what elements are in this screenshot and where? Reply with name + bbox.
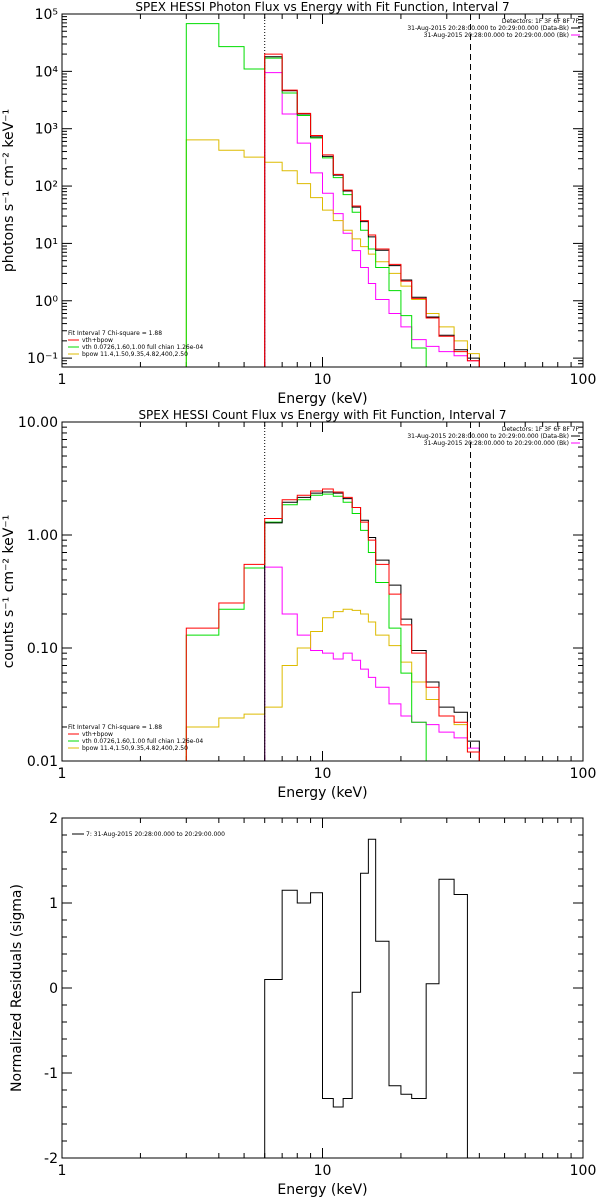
chart-panel-3: 1 10 100 -2 -1 0 1 2 Energy (keV) Normalized Resi… <box>9 811 596 1198</box>
x-tick-label: 1 <box>58 1163 67 1179</box>
y-axis-ticks <box>62 817 583 1159</box>
y-tick-label: 10⁵ <box>35 7 58 23</box>
y-tick-label: -1 <box>44 1066 58 1082</box>
legend-entry: vth+bpow <box>82 337 113 344</box>
x-axis-label: Energy (keV) <box>277 785 367 801</box>
legend-top-left: 7: 31-Aug-2015 20:28:00.000 to 20:29:00.… <box>72 831 225 838</box>
legend-entry: 31-Aug-2015 20:28:00.000 to 20:29:00.000… <box>424 32 569 39</box>
legend-entry: vth 0.0726,1.60,1.00 full chian 1.26e-04 <box>82 738 203 745</box>
y-tick-label: 10⁴ <box>35 64 59 80</box>
y-tick-label: -2 <box>44 1151 58 1167</box>
y-tick-label: 10¹ <box>35 236 58 252</box>
x-tick-label: 1 <box>58 372 67 388</box>
y-tick-label: 10³ <box>35 122 58 138</box>
legend-bottom-left: Fit Interval 7 Chi-square = 1.88vth+bpow… <box>68 330 203 358</box>
x-axis-label: Energy (keV) <box>277 1182 367 1198</box>
series-total-line <box>264 53 480 367</box>
y-tick-label: 0.10 <box>27 641 58 657</box>
x-tick-label: 1 <box>58 766 67 782</box>
y-tick-label: 10² <box>35 179 58 195</box>
series-bpow-line <box>185 608 480 761</box>
x-tick-label: 10 <box>314 1163 332 1179</box>
y-tick-label: 1 <box>49 896 58 912</box>
series-group <box>264 838 468 1158</box>
x-axis-ticks <box>61 818 584 1158</box>
y-tick-label: 2 <box>49 811 58 827</box>
plot-frame <box>61 817 584 1159</box>
y-axis-label: photons s⁻¹ cm⁻² keV⁻¹ <box>1 109 17 272</box>
series-bk-line <box>264 72 480 367</box>
series-bpow-line <box>185 139 480 367</box>
legend-entry: bpow 11.4,1.50,9.35,4.82,400,2.50 <box>82 351 188 358</box>
y-tick-label: 10.00 <box>18 415 58 431</box>
chart-title: SPEX HESSI Photon Flux vs Energy with Fi… <box>135 0 509 14</box>
x-tick-label: 10 <box>314 766 332 782</box>
series-data-line <box>264 838 468 1158</box>
legend-header: Fit Interval 7 Chi-square = 1.88 <box>68 330 162 337</box>
chart-panel-1: SPEX HESSI Photon Flux vs Energy with Fi… <box>1 0 596 407</box>
y-axis-ticks <box>62 13 583 368</box>
legend-entry: 7: 31-Aug-2015 20:28:00.000 to 20:29:00.… <box>86 831 225 838</box>
legend-entry: 31-Aug-2015 20:28:00.000 to 20:29:00.000… <box>407 25 569 32</box>
legend-entry: Detectors: 1F 3F 6F 8F 7F <box>502 18 580 25</box>
chart-panel-2: SPEX HESSI Count Flux vs Energy with Fit… <box>1 408 596 801</box>
y-axis-label: counts s⁻¹ cm⁻² keV⁻¹ <box>1 515 17 669</box>
series-bk-line <box>264 566 480 761</box>
legend-entry: vth+bpow <box>82 731 113 738</box>
y-tick-label: 10⁰ <box>35 294 59 310</box>
y-tick-label: 0 <box>49 981 58 997</box>
x-tick-label: 100 <box>570 1163 597 1179</box>
y-axis-ticks <box>62 421 583 762</box>
legend-header: Fit Interval 7 Chi-square = 1.88 <box>68 724 162 731</box>
legend-bottom-left: Fit Interval 7 Chi-square = 1.88vth+bpow… <box>68 724 203 752</box>
legend-entry: Detectors: 1F 3F 6F 8F 7F <box>502 426 580 433</box>
x-axis-label: Energy (keV) <box>277 391 367 407</box>
x-tick-label: 100 <box>570 372 597 388</box>
x-tick-label: 10 <box>314 372 332 388</box>
series-vth-line <box>185 23 427 367</box>
y-tick-label: 10⁻¹ <box>27 351 58 367</box>
plot-frame <box>61 421 584 762</box>
x-tick-label: 100 <box>570 766 597 782</box>
series-group <box>185 488 480 761</box>
y-axis-label: Normalized Residuals (sigma) <box>9 884 25 1092</box>
legend-entry: 31-Aug-2015 20:28:00.000 to 20:29:00.000… <box>407 433 569 440</box>
legend-entry: vth 0.0726,1.60,1.00 full chian 1.26e-04 <box>82 344 203 351</box>
y-tick-label: 1.00 <box>27 528 58 544</box>
series-vth-line <box>185 493 427 761</box>
chart-title: SPEX HESSI Count Flux vs Energy with Fit… <box>138 408 506 422</box>
x-axis-ticks <box>61 422 584 761</box>
plot-frame <box>61 13 584 368</box>
series-total-line <box>185 488 480 761</box>
legend-entry: 31-Aug-2015 20:28:00.000 to 20:29:00.000… <box>424 440 569 447</box>
legend-entry: bpow 11.4,1.50,9.35,4.82,400,2.50 <box>82 745 188 752</box>
y-tick-label: 0.01 <box>27 754 58 770</box>
series-group <box>185 23 480 367</box>
